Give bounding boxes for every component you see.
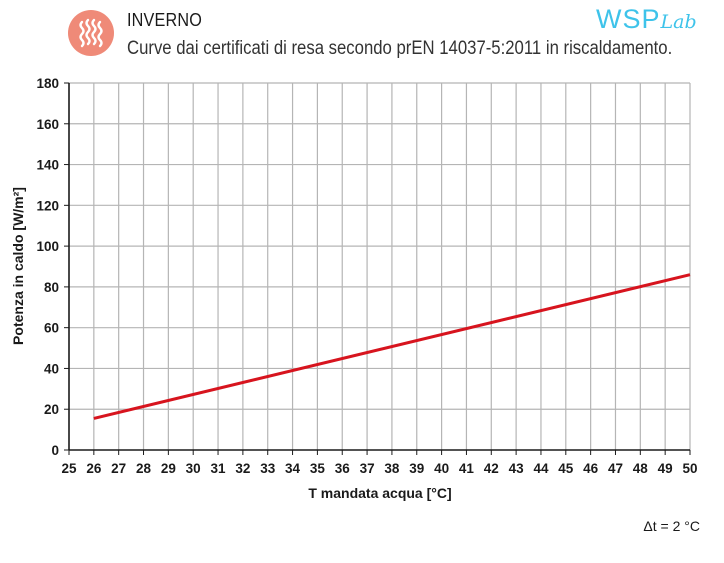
x-tick-label: 39 — [409, 461, 424, 476]
x-tick-label: 26 — [86, 461, 102, 476]
x-tick-label: 27 — [111, 461, 126, 476]
x-tick-label: 47 — [608, 461, 623, 476]
series-line — [93, 273, 691, 420]
y-tick-label: 180 — [36, 76, 59, 91]
x-tick-label: 32 — [235, 461, 250, 476]
y-tick-label: 100 — [36, 239, 59, 254]
y-axis-title: Potenza in caldo [W/m²] — [10, 187, 26, 345]
y-tick-label: 140 — [36, 158, 59, 173]
x-tick-labels: 25 26 27 28 29 30 31 32 33 34 35 36 37 38 39 40 41 42 43 44… — [61, 461, 697, 476]
x-tick-label: 37 — [360, 461, 375, 476]
chart-series — [93, 273, 691, 420]
x-tick-label: 36 — [335, 461, 351, 476]
heat-waves-icon — [68, 10, 114, 56]
x-tick-label: 50 — [682, 461, 697, 476]
section-title: INVERNO — [127, 10, 203, 30]
y-tick-label: 60 — [44, 321, 59, 336]
y-tick-label: 160 — [36, 117, 59, 132]
x-tick-label: 49 — [658, 461, 673, 476]
brand-suffix: Lab — [660, 11, 697, 33]
section-subtitle: Curve dai certificati di resa secondo pr… — [127, 38, 673, 59]
x-tick-label: 41 — [459, 461, 475, 476]
x-tick-label: 42 — [484, 461, 499, 476]
x-tick-label: 29 — [161, 461, 176, 476]
y-tick-label: 0 — [51, 443, 59, 458]
x-tick-label: 43 — [509, 461, 525, 476]
x-tick-label: 34 — [285, 461, 301, 476]
brand-logo: WSPLab — [596, 4, 697, 34]
y-tick-labels: 0 20 40 60 80 100 120 140 160 180 — [36, 76, 59, 458]
delta-t-note: Δt = 2 °C — [643, 518, 700, 534]
x-tick-label: 48 — [633, 461, 649, 476]
chart-axes — [64, 82, 691, 455]
y-tick-label: 80 — [44, 280, 59, 295]
y-tick-label: 120 — [36, 198, 59, 213]
x-tick-label: 28 — [136, 461, 152, 476]
x-tick-label: 35 — [310, 461, 326, 476]
x-tick-label: 30 — [186, 461, 201, 476]
y-tick-label: 40 — [44, 361, 59, 376]
x-tick-label: 46 — [583, 461, 599, 476]
chart-grid — [69, 82, 691, 450]
x-tick-label: 33 — [260, 461, 276, 476]
x-tick-label: 40 — [434, 461, 449, 476]
x-tick-label: 25 — [61, 461, 77, 476]
x-tick-label: 44 — [533, 461, 549, 476]
y-tick-label: 20 — [44, 402, 59, 417]
x-axis-title: T mandata acqua [°C] — [308, 485, 451, 501]
x-tick-label: 38 — [384, 461, 400, 476]
x-tick-label: 45 — [558, 461, 574, 476]
x-tick-label: 31 — [211, 461, 227, 476]
brand-name: WSP — [596, 4, 661, 34]
